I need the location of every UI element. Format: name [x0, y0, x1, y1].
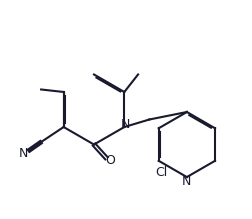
Text: N: N [181, 175, 191, 188]
Text: N: N [19, 147, 28, 160]
Text: Cl: Cl [154, 166, 167, 178]
Text: N: N [120, 118, 130, 131]
Text: O: O [105, 154, 115, 167]
